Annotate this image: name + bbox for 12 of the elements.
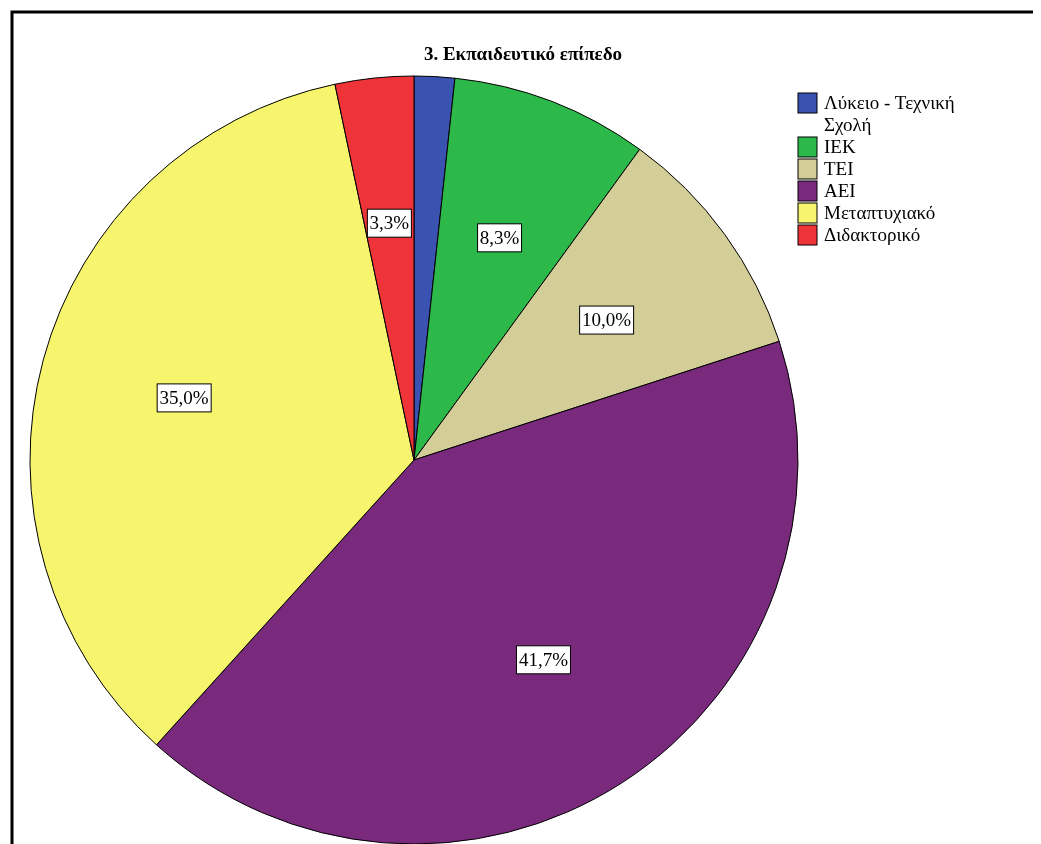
data-label: 8,3% — [479, 226, 520, 248]
chart-title: 3. Εκπαιδευτικό επίπεδο — [423, 43, 623, 64]
data-label: 35,0% — [159, 386, 209, 408]
data-label: 10,0% — [582, 309, 632, 331]
legend-label: ΑΕΙ — [824, 180, 856, 201]
legend-label: Μεταπτυχιακό — [824, 202, 936, 223]
data-label: 3,3% — [369, 212, 410, 234]
legend-label: Διδακτορικό — [824, 224, 921, 245]
legend-label: ΤΕΙ — [824, 158, 854, 179]
legend-label: Λύκειο - Τεχνική Σχολή — [824, 92, 955, 135]
legend-label: ΙΕΚ — [824, 136, 856, 157]
data-label: 41,7% — [518, 648, 569, 670]
